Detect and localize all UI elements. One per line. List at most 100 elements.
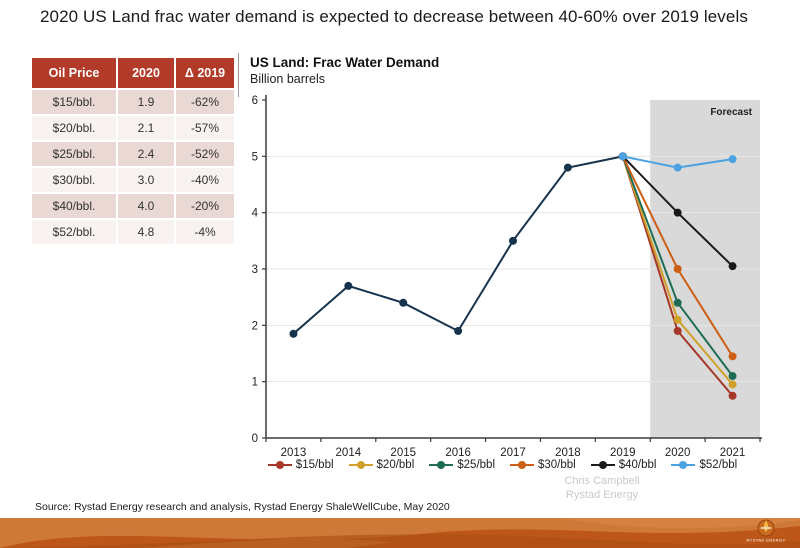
table-cell: -40% bbox=[176, 168, 234, 192]
y-tick-label: 3 bbox=[252, 264, 258, 276]
y-tick-label: 1 bbox=[252, 377, 258, 389]
series-point-40bbl bbox=[673, 208, 682, 217]
table-cell: 2.4 bbox=[118, 142, 174, 166]
series-point-40bbl bbox=[728, 262, 737, 271]
series-point-30bbl bbox=[728, 352, 737, 361]
table-row: $52/bbl. 4.8 -4% bbox=[32, 220, 234, 244]
legend-label: $15/bbl bbox=[295, 459, 334, 471]
rystad-logo-text: RYSTAD ENERGY bbox=[746, 538, 785, 543]
chart-subtitle: Billion barrels bbox=[250, 72, 326, 86]
x-tick-label: 2020 bbox=[665, 447, 691, 459]
oil-price-table-body: $15/bbl. 1.9 -62% $20/bbl. 2.1 -57% $25/bbl. 2.… bbox=[32, 90, 234, 244]
legend-label: $25/bbl bbox=[457, 459, 495, 471]
table-header-cell: Δ 2019 bbox=[176, 58, 234, 88]
chart-legend: $15/bbl $20/bbl $25/bbl $30/bbl $40/bbl $52/b… bbox=[240, 459, 765, 471]
series-point-52bbl bbox=[673, 163, 682, 172]
chart-title-divider bbox=[238, 53, 239, 97]
x-tick-label: 2021 bbox=[720, 447, 746, 459]
series-point-historical bbox=[509, 236, 517, 245]
series-point-historical bbox=[454, 326, 463, 335]
legend-item: $40/bbl bbox=[590, 459, 657, 471]
table-cell: $20/bbl. bbox=[32, 116, 116, 140]
table-cell: $52/bbl. bbox=[32, 220, 116, 244]
x-tick-label: 2016 bbox=[445, 447, 471, 459]
watermark-line-2: Rystad Energy bbox=[565, 489, 639, 501]
y-tick-label: 2 bbox=[252, 320, 258, 332]
x-tick-label: 2017 bbox=[500, 447, 526, 459]
legend-label: $20/bbl bbox=[376, 459, 415, 471]
series-point-15bbl bbox=[728, 391, 737, 400]
page-title: 2020 US Land frac water demand is expect… bbox=[40, 7, 748, 26]
legend-label: $52/bbl bbox=[699, 459, 738, 471]
series-point-20bbl bbox=[728, 380, 737, 389]
series-point-15bbl bbox=[673, 326, 682, 335]
y-tick-label: 5 bbox=[252, 151, 258, 163]
y-tick-label: 0 bbox=[252, 433, 258, 445]
series-point-52bbl bbox=[618, 152, 627, 161]
footer-wave-band: RYSTAD ENERGY bbox=[0, 518, 800, 548]
footer-swirl-light bbox=[0, 518, 800, 548]
series-point-historical bbox=[563, 163, 572, 172]
legend-item: $30/bbl bbox=[510, 459, 576, 471]
legend-marker-icon bbox=[267, 461, 292, 469]
table-row: $20/bbl. 2.1 -57% bbox=[32, 116, 234, 140]
table-cell: -52% bbox=[176, 142, 234, 166]
chart-title: US Land: Frac Water Demand bbox=[250, 55, 440, 70]
legend-label: $40/bbl bbox=[618, 459, 657, 471]
series-point-52bbl bbox=[728, 155, 737, 164]
series-point-historical bbox=[289, 329, 298, 338]
oil-price-table: Oil Price 2020 Δ 2019 $15/bbl. 1.9 -62% $20/b… bbox=[30, 56, 236, 246]
y-tick-label: 4 bbox=[252, 208, 259, 220]
table-header-row: Oil Price 2020 Δ 2019 bbox=[32, 58, 234, 88]
table-cell: 2.1 bbox=[118, 116, 174, 140]
series-point-30bbl bbox=[673, 265, 682, 273]
legend-item: $20/bbl bbox=[348, 459, 415, 471]
table-cell: $15/bbl. bbox=[32, 90, 116, 114]
table-header-cell: 2020 bbox=[118, 58, 174, 88]
series-point-historical bbox=[399, 298, 408, 307]
legend-item: $25/bbl bbox=[429, 459, 495, 471]
footer-swirl-top-right bbox=[560, 518, 800, 528]
table-cell: $30/bbl. bbox=[32, 168, 116, 192]
table-cell: -62% bbox=[176, 90, 234, 114]
frac-demand-chart: Forecast 0 1 2 3 4 5 6 2013 2014 2015 2016 2017 2018 2… bbox=[252, 95, 762, 459]
table-cell: -57% bbox=[176, 116, 234, 140]
table-cell: 3.0 bbox=[118, 168, 174, 192]
x-tick-label: 2018 bbox=[555, 447, 581, 459]
legend-marker-icon bbox=[348, 461, 373, 469]
legend-marker-icon bbox=[510, 461, 534, 469]
legend-marker-icon bbox=[671, 461, 696, 469]
table-cell: -4% bbox=[176, 220, 234, 244]
series-point-20bbl bbox=[673, 315, 682, 324]
table-row: $30/bbl. 3.0 -40% bbox=[32, 168, 234, 192]
table-cell: -20% bbox=[176, 194, 234, 218]
footer-swirl-dark bbox=[0, 534, 800, 548]
watermark-line-1: Chris Campbell bbox=[564, 475, 640, 487]
series-point-25bbl bbox=[673, 298, 682, 307]
source-note: Source: Rystad Energy research and analy… bbox=[35, 501, 450, 513]
table-cell: 4.8 bbox=[118, 220, 174, 244]
legend-marker-icon bbox=[590, 461, 615, 469]
table-cell: $40/bbl. bbox=[32, 194, 116, 218]
legend-item: $15/bbl bbox=[267, 459, 334, 471]
watermark: Chris Campbell Rystad Energy bbox=[522, 474, 682, 502]
rystad-logo: RYSTAD ENERGY bbox=[746, 519, 785, 543]
x-tick-label: 2013 bbox=[281, 447, 307, 459]
table-cell: $25/bbl. bbox=[32, 142, 116, 166]
series-line-historical bbox=[292, 155, 623, 335]
x-tick-label: 2019 bbox=[610, 447, 636, 459]
y-tick-label: 6 bbox=[252, 95, 258, 107]
table-header-cell: Oil Price bbox=[32, 58, 116, 88]
series-point-25bbl bbox=[728, 372, 737, 381]
table-row: $15/bbl. 1.9 -62% bbox=[32, 90, 234, 114]
legend-marker-icon bbox=[429, 461, 454, 469]
table-cell: 1.9 bbox=[118, 90, 174, 114]
table-row: $40/bbl. 4.0 -20% bbox=[32, 194, 234, 218]
rystad-logo-flame-horizontal bbox=[759, 526, 773, 530]
forecast-label: Forecast bbox=[710, 107, 752, 118]
table-cell: 4.0 bbox=[118, 194, 174, 218]
x-tick-label: 2014 bbox=[336, 447, 362, 459]
legend-label: $30/bbl bbox=[538, 459, 576, 471]
series-point-historical bbox=[344, 281, 353, 290]
table-row: $25/bbl. 2.4 -52% bbox=[32, 142, 234, 166]
